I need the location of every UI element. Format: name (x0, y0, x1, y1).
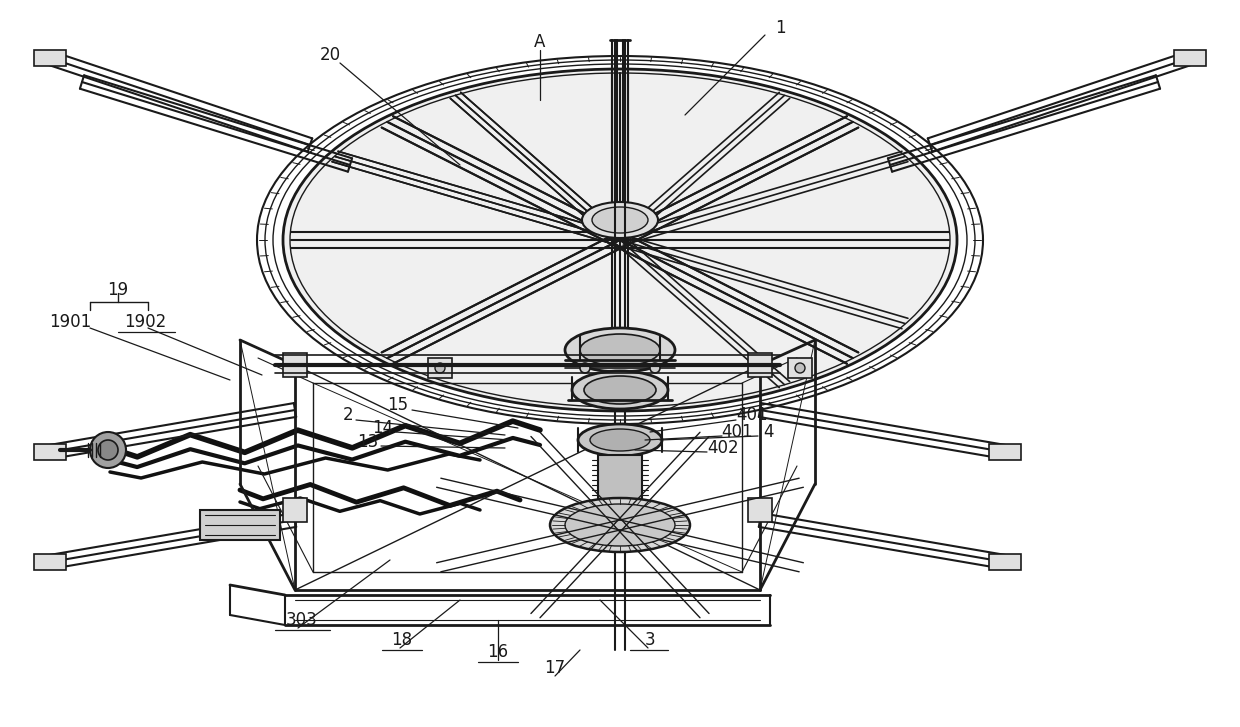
Text: 402: 402 (707, 439, 739, 457)
Bar (283, 353, 308, 377)
Bar (33, 50, 66, 66)
Text: 19: 19 (108, 281, 129, 299)
Circle shape (98, 440, 118, 460)
Text: 303: 303 (286, 611, 317, 629)
Ellipse shape (565, 328, 675, 372)
Ellipse shape (584, 376, 656, 404)
Text: 18: 18 (392, 631, 413, 649)
Bar (598, 455, 642, 515)
Circle shape (91, 432, 126, 468)
Text: 401: 401 (722, 423, 753, 441)
Text: 15: 15 (387, 396, 408, 414)
Text: A: A (534, 33, 546, 51)
Text: 17: 17 (544, 659, 565, 677)
Bar (990, 554, 1021, 570)
Ellipse shape (572, 371, 668, 409)
Bar (33, 554, 66, 570)
Text: 3: 3 (645, 631, 655, 649)
Ellipse shape (283, 69, 957, 411)
Text: 13: 13 (357, 433, 378, 451)
Text: 14: 14 (372, 419, 393, 437)
Text: 4: 4 (763, 423, 774, 441)
Bar (748, 353, 773, 377)
Ellipse shape (590, 429, 650, 451)
Text: 401: 401 (737, 406, 768, 424)
Text: 16: 16 (487, 643, 508, 661)
Bar (33, 444, 66, 460)
Bar (990, 444, 1021, 460)
Bar (748, 498, 773, 522)
Text: 2: 2 (342, 406, 353, 424)
Circle shape (795, 363, 805, 373)
Bar (283, 498, 308, 522)
Ellipse shape (565, 504, 675, 546)
Ellipse shape (578, 424, 662, 456)
Bar (1174, 50, 1207, 66)
Bar (428, 358, 453, 378)
Text: 20: 20 (320, 46, 341, 64)
Text: 1901: 1901 (48, 313, 91, 331)
Bar (787, 358, 812, 378)
Bar (200, 510, 280, 540)
Circle shape (650, 363, 660, 373)
Circle shape (435, 363, 445, 373)
Text: 1902: 1902 (124, 313, 166, 331)
Ellipse shape (551, 498, 689, 552)
Ellipse shape (580, 334, 660, 366)
Ellipse shape (582, 202, 658, 238)
Ellipse shape (591, 207, 649, 233)
Text: 1: 1 (775, 19, 785, 37)
Circle shape (580, 363, 590, 373)
